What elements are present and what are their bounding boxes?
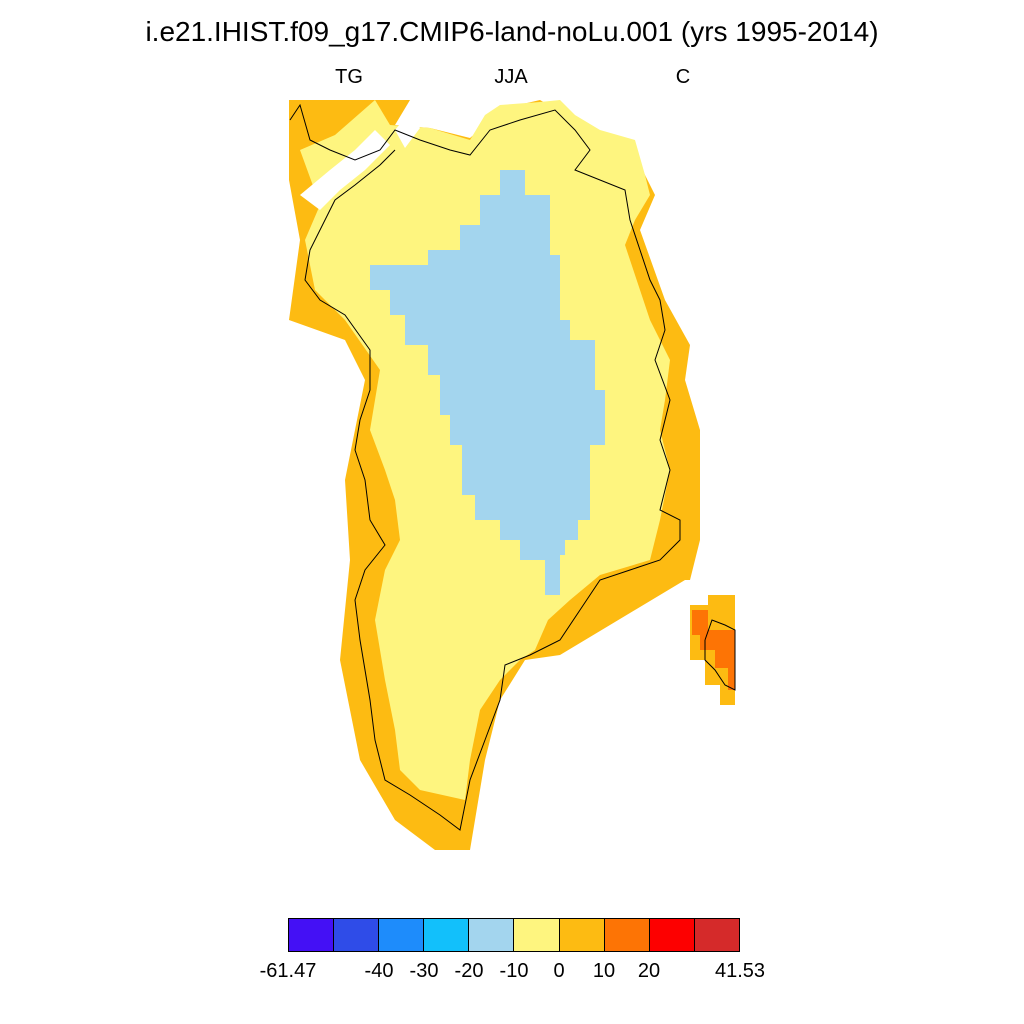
colorbar-swatch	[514, 919, 560, 951]
coastline	[289, 103, 681, 831]
colorbar-tick: -10	[499, 960, 529, 982]
colorbar-swatch	[469, 919, 515, 951]
colorbar-tick: 10	[592, 960, 616, 982]
colorbar-swatch	[424, 919, 470, 951]
colorbar-tick: -20	[454, 960, 484, 982]
colorbar	[288, 918, 740, 952]
map-gap-nw-2	[395, 112, 420, 148]
colorbar-swatch	[559, 919, 605, 951]
variable-label: TG	[335, 66, 363, 88]
map-gap-nw	[300, 130, 390, 210]
colorbar-swatch	[604, 919, 650, 951]
map-band-lightblue	[370, 170, 605, 595]
colorbar-tick: 0	[553, 960, 565, 982]
season-label: JJA	[494, 66, 528, 88]
colorbar-tick: -61.47	[259, 960, 317, 982]
colorbar-swatch	[649, 919, 695, 951]
colorbar-tick: -40	[364, 960, 394, 982]
coastline-iceland	[704, 619, 736, 691]
colorbar-swatch	[379, 919, 425, 951]
colorbar-tick: 41.53	[714, 960, 766, 982]
colorbar-swatch	[694, 919, 739, 951]
map-iceland-deep	[692, 610, 735, 690]
plot-title: i.e21.IHIST.f09_g17.CMIP6-land-noLu.001 …	[145, 16, 879, 47]
colorbar-swatch	[334, 919, 380, 951]
units-label: C	[675, 66, 691, 88]
colorbar-swatch	[289, 919, 335, 951]
colorbar-tick: 20	[637, 960, 661, 982]
colorbar-tick: -30	[409, 960, 439, 982]
